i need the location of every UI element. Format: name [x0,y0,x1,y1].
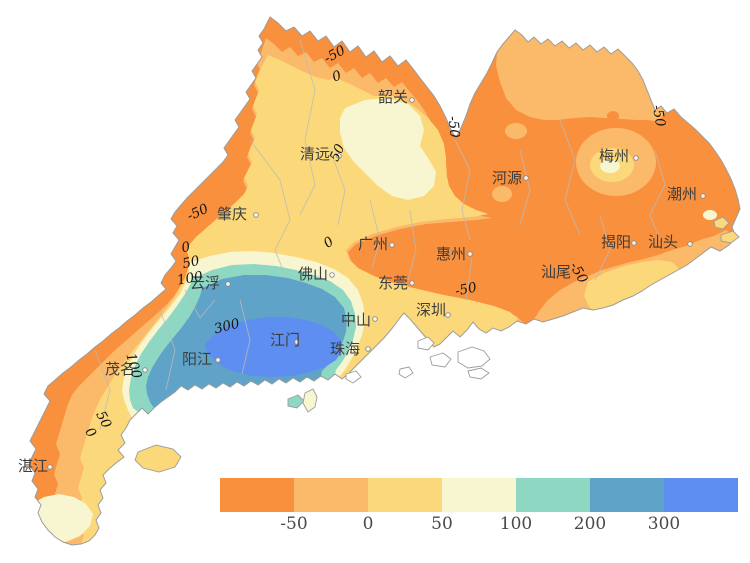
contour-value-label: 300 [212,316,241,338]
city-marker [372,316,378,322]
legend-tick-label: -50 [280,514,308,534]
legend-tick-label: 100 [499,514,533,534]
contour-value-label: -50 [454,279,479,299]
city-label: 汕尾 [541,263,571,281]
legend-swatch [664,478,738,512]
city-marker [389,242,395,248]
city-marker [700,193,706,199]
islet-chaozhou-1 [713,216,730,230]
legend-swatch [294,478,368,512]
band-meizhou-cream [600,159,620,173]
legend-tick-label: 50 [431,514,453,534]
contour-value-label: 50 [327,141,349,164]
island-hk [467,367,490,380]
islet-zhuhai-east [345,370,362,384]
contour-value-label: -50 [445,115,463,138]
city-marker [631,240,637,246]
city-marker [294,339,300,345]
city-label: 惠州 [436,245,466,263]
legend-swatch [368,478,442,512]
spot-deep-north [607,111,619,121]
band-above-300 [205,317,342,377]
island-donghai [134,444,182,473]
spot-cream-east [703,210,717,220]
islet-cream [302,388,318,413]
city-marker [365,346,371,352]
legend-colorbar [220,478,738,512]
city-label: 清远 [300,145,330,163]
city-label: 韶关 [378,88,408,106]
contour-bands [30,30,736,545]
city-marker [329,272,335,278]
city-marker [409,280,415,286]
city-labels: 韶关清远肇庆 河源 梅州潮州揭阳 汕头 广州惠州佛山东莞深圳 汕尾中山珠海 云浮阳江 江门茂名… [18,88,697,475]
legend-swatch [516,478,590,512]
city-label: 河源 [492,169,522,187]
city-label: 湛江 [18,457,48,475]
city-label: 深圳 [416,301,446,319]
city-label: 茂名 [105,360,135,378]
city-label: 云浮 [190,274,220,292]
contour-value-label: -50 [649,104,669,129]
city-label: 汕头 [648,233,678,251]
legend-tick-label: 300 [647,514,681,534]
legend-swatch [590,478,664,512]
city-marker [445,312,451,318]
city-label: 潮州 [667,185,697,203]
legend-swatch [442,478,516,512]
city-label: 揭阳 [601,233,631,251]
city-markers [47,97,706,470]
contour-value-label: 100 [176,268,205,288]
contour-value-label: 50 [92,408,114,431]
city-label: 广州 [358,235,388,253]
contour-value-label: 0 [180,239,192,257]
contour-value-label: 50 [181,253,202,272]
island-hk-west [429,352,452,368]
city-label: 江门 [270,331,300,349]
city-marker [215,357,221,363]
city-marker [253,212,259,218]
city-label: 珠海 [330,340,360,358]
islands [134,216,740,473]
city-marker [687,241,693,247]
spot-light-north [505,123,527,139]
city-label: 阳江 [182,350,212,368]
city-label: 中山 [341,311,371,329]
city-marker [142,367,148,373]
city-marker [633,155,639,161]
city-marker [225,281,231,287]
islet-chaozhou-2 [720,230,740,244]
island-lantau [457,346,491,369]
city-label: 梅州 [599,147,629,165]
islet-estuary [398,366,414,379]
legend-swatch [220,478,294,512]
prefecture-boundaries [94,39,666,431]
city-marker [47,464,53,470]
spot-light-heyuan [492,186,512,202]
island-hk-north [417,336,435,351]
islet-teal [287,394,305,409]
city-marker [409,97,415,103]
city-marker [467,251,473,257]
city-label: 佛山 [298,265,328,283]
city-label: 肇庆 [217,205,247,223]
city-marker [336,153,342,159]
band-minus50-0-northeast [496,30,665,122]
band-50-100-shaoguan [340,98,436,200]
legend-tick-label: 200 [573,514,607,534]
city-marker [523,175,529,181]
contour-value-label: 100 [122,351,144,380]
city-label: 东莞 [378,274,408,292]
legend-tick-label: 0 [362,514,374,534]
